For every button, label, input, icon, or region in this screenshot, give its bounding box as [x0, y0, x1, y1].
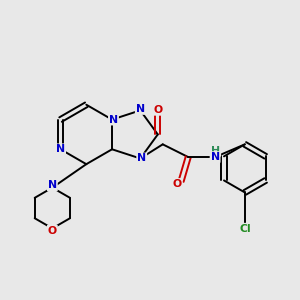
Text: Cl: Cl [239, 224, 250, 234]
Text: N: N [109, 115, 118, 124]
Text: O: O [48, 226, 57, 236]
Text: N: N [137, 154, 146, 164]
Text: N: N [48, 180, 57, 190]
Text: O: O [153, 105, 162, 115]
Text: O: O [172, 179, 182, 189]
Text: N: N [56, 144, 65, 154]
Text: N: N [211, 152, 220, 162]
Text: H: H [211, 146, 220, 156]
Text: N: N [136, 104, 145, 114]
